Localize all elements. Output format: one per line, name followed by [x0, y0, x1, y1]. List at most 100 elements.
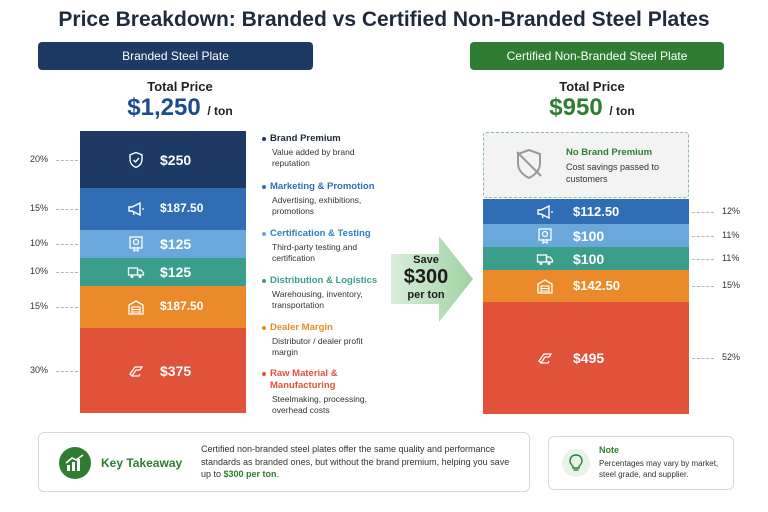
branded-bar-label: $250: [160, 151, 192, 168]
branded-leader: [56, 244, 78, 245]
megaphone-icon: [535, 202, 555, 222]
category-description: Dealer Margin Distributor / dealer profit…: [262, 322, 387, 358]
certified-bar-4: $100: [483, 247, 689, 270]
certified-bar-2: $112.50: [483, 199, 689, 224]
shield-icon: [126, 150, 146, 170]
certified-bar-3: $100: [483, 224, 689, 247]
save-amount: $300: [403, 266, 449, 288]
certified-bar-6: $495: [483, 302, 689, 414]
certified-total-value: $950: [549, 94, 603, 121]
warehouse-icon: [535, 276, 555, 296]
branded-total: $1,250 / ton: [100, 94, 260, 122]
save-unit: per ton: [407, 289, 445, 301]
branded-percent: 20%: [30, 153, 49, 164]
category-detail: Distributor / dealer profit margin: [272, 336, 363, 357]
category-description: Brand Premium Value added by brand reputa…: [262, 133, 387, 169]
branded-total-label: Total Price: [147, 79, 213, 94]
certified-leader: [692, 235, 714, 237]
certified-percent: 11%: [722, 252, 740, 263]
branded-bar-3: $125: [80, 230, 246, 258]
no-brand-desc: Cost savings passed to customers: [566, 162, 660, 184]
branded-leader: [56, 272, 78, 273]
certified-total-unit: / ton: [609, 104, 635, 118]
certified-total: $950 / ton: [512, 94, 672, 122]
branded-bar-5: $187.50: [80, 286, 246, 328]
bullet-dot: [262, 137, 266, 141]
branded-bar-1: $250: [80, 131, 246, 188]
save-label: Save: [413, 254, 439, 266]
takeaway-text-after: .: [276, 469, 280, 479]
category-title: Brand Premium: [262, 133, 387, 145]
certified-bar-label: $142.50: [573, 278, 620, 293]
certified-percent: 15%: [722, 280, 741, 290]
branded-percent: 30%: [30, 364, 49, 375]
branded-bar-label: $125: [160, 264, 192, 280]
category-name: Certification & Testing: [270, 228, 371, 239]
category-title: Distribution & Logistics: [262, 275, 387, 287]
branded-bar-label: $187.50: [160, 201, 204, 215]
key-takeaway-label: Key Takeaway: [101, 456, 183, 470]
note-label: Note: [599, 445, 619, 455]
key-takeaway-card: Key Takeaway Certified non-branded steel…: [38, 432, 530, 492]
shield-slash-icon: [512, 147, 546, 186]
certificate-icon: [535, 226, 555, 246]
category-name: Marketing & Promotion: [270, 181, 375, 192]
bullet-dot: [262, 326, 266, 330]
category-name: Dealer Margin: [270, 322, 333, 333]
category-name: Brand Premium: [270, 133, 341, 144]
category-detail: Warehousing, inventory, transportation: [272, 289, 363, 310]
branded-bar-6: $375: [80, 328, 246, 413]
branded-total-unit: / ton: [207, 104, 233, 118]
certified-bar-label: $495: [573, 350, 605, 366]
category-description: Distribution & Logistics Warehousing, inv…: [262, 275, 387, 311]
note-card: Note Percentages may vary by market, ste…: [548, 436, 734, 490]
certified-bar-label: $100: [573, 250, 605, 267]
certified-percent: 11%: [722, 229, 740, 240]
bullet-dot: [262, 232, 266, 236]
branded-bar-label: $187.50: [160, 299, 204, 313]
certified-bar-5: $142.50: [483, 270, 689, 302]
category-description: Marketing & Promotion Advertising, exhibi…: [262, 181, 387, 217]
category-name: Distribution & Logistics: [270, 275, 378, 286]
branded-bar-label: $375: [160, 362, 192, 379]
lightbulb-icon: [562, 449, 590, 477]
category-detail: Steelmaking, processing, overhead costs: [272, 394, 367, 415]
category-title: Certification & Testing: [262, 228, 387, 240]
branded-bar-4: $125: [80, 258, 246, 286]
category-name: Raw Material & Manufacturing: [270, 368, 338, 391]
key-takeaway-text: Certified non-branded steel plates offer…: [201, 443, 521, 481]
certified-leader: [692, 358, 714, 359]
bullet-dot: [262, 279, 266, 283]
branded-total-value: $1,250: [127, 94, 201, 121]
certified-leader: [692, 258, 714, 260]
note-text: Percentages may vary by market, steel gr…: [599, 459, 719, 479]
branded-leader: [56, 209, 78, 210]
branded-percent: 15%: [30, 301, 49, 311]
category-detail: Advertising, exhibitions, promotions: [272, 195, 362, 216]
category-detail: Third-party testing and certification: [272, 242, 358, 263]
no-brand-title: No Brand Premium: [566, 147, 653, 158]
certificate-icon: [126, 234, 146, 254]
branded-bar-label: $125: [160, 236, 192, 252]
certified-header: Certified Non-Branded Steel Plate: [470, 42, 724, 70]
steel-coil-icon: [126, 361, 146, 381]
category-description: Raw Material & Manufacturing Steelmaking,…: [262, 368, 387, 416]
truck-icon: [535, 249, 555, 269]
category-title: Marketing & Promotion: [262, 181, 387, 193]
certified-percent: 12%: [722, 205, 741, 216]
takeaway-text-bold: $300 per ton: [223, 469, 277, 479]
megaphone-icon: [126, 199, 146, 219]
branded-leader: [56, 159, 78, 161]
certified-percent: 52%: [722, 352, 741, 362]
branded-bar-2: $187.50: [80, 188, 246, 230]
branded-header: Branded Steel Plate: [38, 42, 313, 70]
branded-leader: [56, 370, 78, 372]
truck-icon: [126, 262, 146, 282]
bullet-dot: [262, 372, 266, 376]
certified-bar-label: $112.50: [573, 203, 620, 219]
savings-arrow: Save $300 per ton: [391, 236, 475, 322]
category-title: Dealer Margin: [262, 322, 387, 334]
takeaway-text-before: Certified non-branded steel plates offer…: [201, 444, 510, 479]
certified-leader: [692, 286, 714, 287]
bullet-dot: [262, 185, 266, 189]
